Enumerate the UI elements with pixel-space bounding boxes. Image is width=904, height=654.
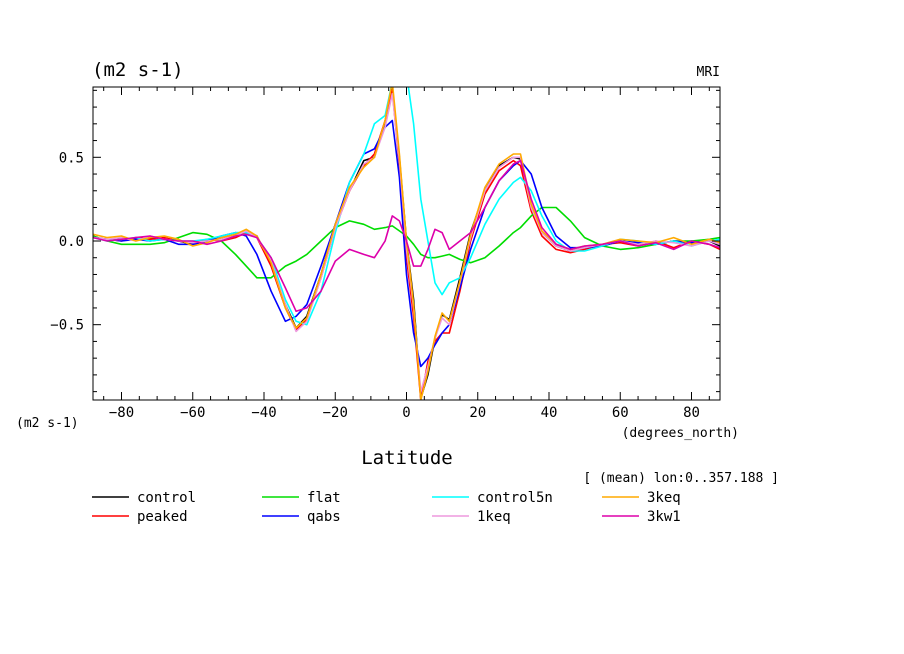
- ticks-layer: [93, 87, 720, 400]
- x-tick-label: 80: [683, 405, 700, 421]
- x-tick-label: 0: [402, 405, 410, 421]
- legend-label-control: control: [137, 490, 196, 506]
- legend-label-qabs: qabs: [307, 509, 341, 525]
- x-tick-label: 60: [612, 405, 629, 421]
- y-tick-label: −0.5: [50, 318, 84, 334]
- model-label: MRI: [697, 65, 720, 80]
- y-tick-label: 0.5: [59, 150, 84, 166]
- x-tick-label: −60: [180, 405, 205, 421]
- x-tick-label: 20: [469, 405, 486, 421]
- units-title: (m2 s-1): [92, 59, 184, 81]
- x-units-label: (degrees_north): [622, 426, 739, 441]
- x-tick-label: −40: [251, 405, 276, 421]
- legend-label-1keq: 1keq: [477, 509, 511, 525]
- mean-note: [ (mean) lon:0..357.188 ]: [583, 471, 779, 486]
- series-layer: [93, 87, 720, 400]
- x-axis-label: Latitude: [361, 447, 453, 469]
- legend-label-control5n: control5n: [477, 490, 553, 506]
- y-tick-label: 0.0: [59, 234, 84, 250]
- series-line-3kw1: [93, 159, 720, 313]
- legend-label-3kw1: 3kw1: [647, 509, 681, 525]
- x-tick-label: −80: [109, 405, 134, 421]
- legend-label-3keq: 3keq: [647, 490, 681, 506]
- series-line-control5n: [93, 87, 720, 326]
- y-tick-labels: −0.5 0.0 0.5: [50, 150, 84, 333]
- y-units-label: (m2 s-1): [16, 416, 79, 431]
- legend-label-flat: flat: [307, 490, 341, 506]
- legend-label-peaked: peaked: [137, 509, 188, 525]
- x-tick-labels: −80 −60 −40 −20 0 20 40 60 80: [109, 405, 700, 421]
- x-tick-label: −20: [323, 405, 348, 421]
- legend: control peaked flat qabs control5n 1keq 3keq 3k…: [92, 490, 681, 525]
- x-tick-label: 40: [541, 405, 558, 421]
